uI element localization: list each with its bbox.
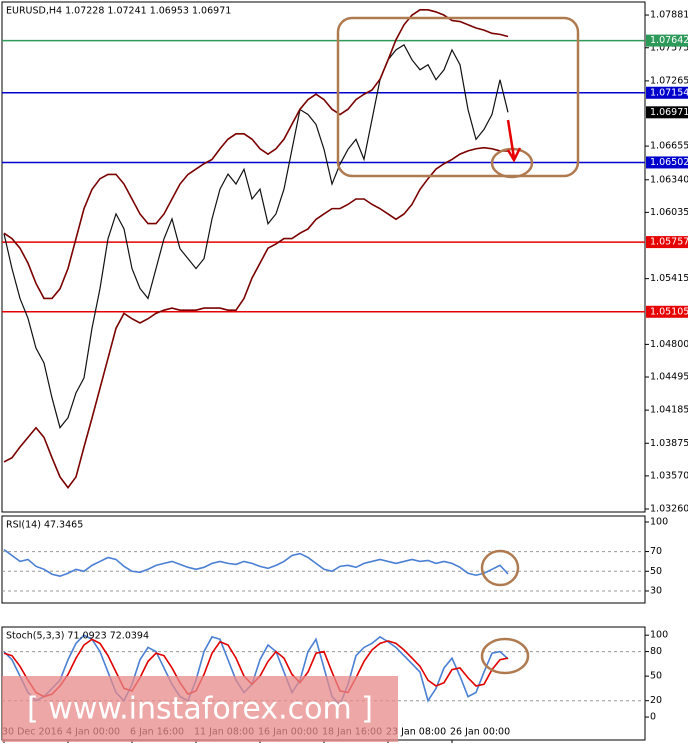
level-tag bbox=[646, 156, 688, 169]
y-tick-label: 0 bbox=[650, 712, 656, 723]
level-label: 1.05105 bbox=[650, 306, 688, 317]
y-tick-label: 1.03570 bbox=[650, 470, 688, 481]
y-tick-label: 70 bbox=[650, 546, 662, 557]
level-tag bbox=[646, 236, 688, 249]
series-line bbox=[3, 548, 509, 578]
y-tick-label: 100 bbox=[650, 517, 668, 528]
series-line bbox=[3, 9, 509, 300]
level-label: 1.07154 bbox=[650, 87, 688, 98]
y-tick-label: 1.05415 bbox=[650, 273, 688, 284]
y-tick-label: 30 bbox=[650, 585, 662, 596]
x-tick-label: 26 Jan 00:00 bbox=[450, 727, 510, 738]
level-tag bbox=[646, 86, 688, 99]
y-tick-label: 1.06035 bbox=[650, 207, 688, 218]
level-label: 1.06502 bbox=[650, 157, 688, 168]
y-tick-label: 1.07881 bbox=[650, 10, 688, 21]
y-tick-label: 1.04185 bbox=[650, 405, 688, 416]
watermark: [ www.instaforex.com ] bbox=[27, 692, 373, 727]
price-label: 1.06971 bbox=[650, 107, 688, 118]
level-label: 1.07642 bbox=[650, 35, 688, 46]
level-label: 1.05757 bbox=[650, 237, 688, 248]
panel-frame bbox=[1, 1, 646, 513]
y-tick-label: 50 bbox=[650, 566, 662, 577]
level-tag bbox=[646, 305, 688, 318]
y-tick-label: 1.03260 bbox=[650, 504, 688, 515]
panel-title: RSI(14) 47.3465 bbox=[6, 520, 83, 531]
y-tick-label: 1.07265 bbox=[650, 75, 688, 86]
level-tag bbox=[646, 34, 688, 47]
series-line bbox=[3, 44, 509, 429]
y-tick-label: 80 bbox=[650, 646, 662, 657]
watermark-box bbox=[2, 676, 398, 742]
panel-title: Stoch(5,3,3) 71.0923 72.0394 bbox=[6, 631, 149, 642]
y-tick-label: 1.06655 bbox=[650, 141, 688, 152]
rsi-circle bbox=[480, 549, 520, 587]
series-line bbox=[3, 634, 509, 707]
panel-title: EURUSD,H4 1.07228 1.07241 1.06953 1.0697… bbox=[6, 6, 231, 17]
y-tick-label: 100 bbox=[650, 630, 668, 641]
price-tag bbox=[646, 106, 688, 119]
y-tick-label: 50 bbox=[650, 671, 662, 682]
panel-frame bbox=[1, 515, 646, 604]
y-tick-label: 1.06340 bbox=[650, 174, 688, 185]
stoch-circle bbox=[480, 637, 530, 675]
y-tick-label: 1.04495 bbox=[650, 371, 688, 382]
arrow bbox=[506, 119, 522, 163]
series-line bbox=[3, 146, 508, 489]
x-tick-label: 23 Jan 08:00 bbox=[386, 727, 446, 738]
y-tick-label: 20 bbox=[650, 695, 662, 706]
y-tick-label: 1.07575 bbox=[650, 42, 688, 53]
y-tick-label: 1.04800 bbox=[650, 339, 688, 350]
y-tick-label: 1.03875 bbox=[650, 438, 688, 449]
highlight-box bbox=[336, 16, 580, 178]
